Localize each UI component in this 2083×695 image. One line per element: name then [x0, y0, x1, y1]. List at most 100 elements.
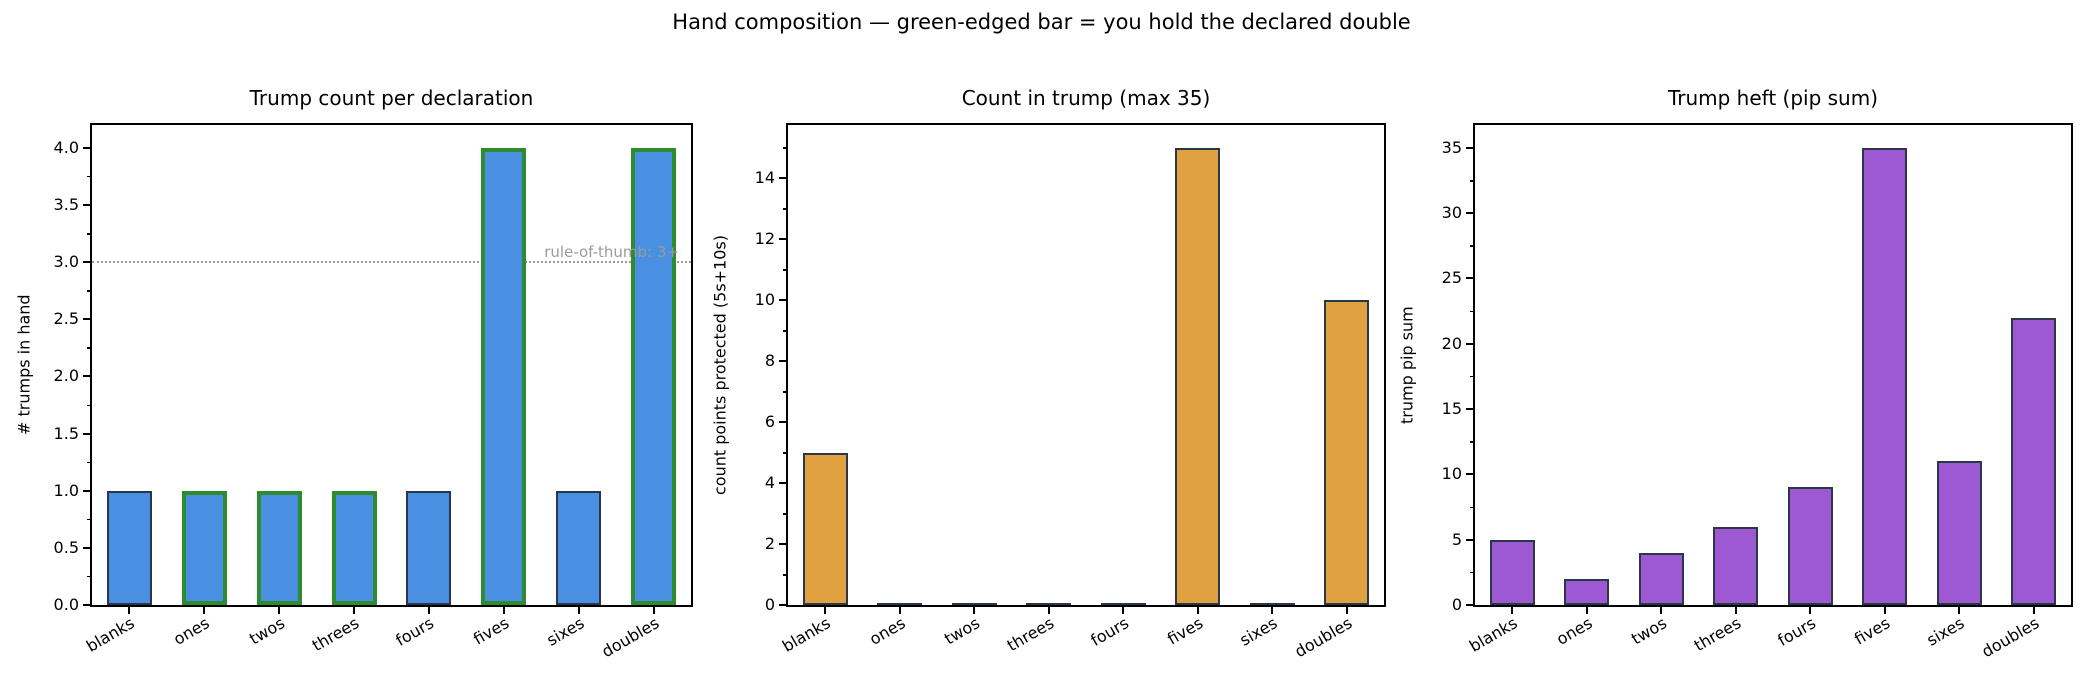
bar-twos — [951, 603, 997, 605]
y-tick-major — [1466, 146, 1475, 149]
y-tick-major — [779, 604, 788, 606]
y-tick-major — [83, 604, 92, 606]
guide-line — [92, 261, 691, 264]
x-tick-label-twos: twos — [245, 613, 288, 649]
y-tick-label: 10 — [1441, 464, 1462, 484]
x-tick-label-blanks: blanks — [1466, 613, 1521, 656]
y-tick-major — [779, 482, 788, 485]
x-tick — [502, 605, 505, 614]
bar-fives — [481, 147, 527, 605]
bar-doubles — [2011, 317, 2057, 605]
x-tick — [824, 605, 827, 614]
bar-threes — [1713, 526, 1759, 605]
y-tick-label: 3.0 — [53, 252, 79, 272]
x-tick — [1196, 605, 1199, 614]
y-tick-label: 5 — [1451, 529, 1462, 549]
y-tick-major — [83, 204, 92, 206]
x-tick-label-twos: twos — [940, 613, 983, 649]
y-tick-minor — [1470, 571, 1475, 574]
bar-ones — [1564, 578, 1610, 605]
y-tick-minor — [1470, 245, 1475, 247]
x-tick — [1585, 605, 1588, 614]
bar-fours — [406, 490, 452, 605]
y-tick-label: 6 — [764, 412, 775, 432]
y-tick-minor — [783, 208, 788, 210]
y-tick-minor — [87, 290, 92, 292]
y-tick-label: 14 — [754, 168, 775, 188]
x-tick — [2032, 605, 2035, 614]
x-tick-label-threes: threes — [1690, 613, 1745, 656]
x-tick-label-sixes: sixes — [1236, 613, 1281, 650]
y-tick-label: 1.5 — [53, 423, 79, 443]
y-tick-minor — [783, 391, 788, 393]
y-tick-major — [83, 261, 92, 264]
bar-threes — [1026, 603, 1072, 605]
chart-title-pip-sum: Trump heft (pip sum) — [1667, 86, 1879, 110]
y-tick-major — [1466, 604, 1475, 606]
x-tick — [577, 605, 580, 614]
y-tick-label: 12 — [754, 229, 775, 249]
y-tick-minor — [783, 452, 788, 454]
y-tick-minor — [783, 574, 788, 576]
bar-doubles — [631, 147, 677, 605]
x-tick-label-fives: fives — [470, 613, 513, 649]
y-tick-minor — [87, 575, 92, 578]
y-tick-minor — [783, 269, 788, 271]
chart-pip-sum: Trump heft (pip sum) trump pip sum 0 5 10 1… — [1398, 0, 2073, 695]
y-tick-major — [779, 421, 788, 424]
x-tick — [1883, 605, 1886, 614]
y-tick-major — [1466, 342, 1475, 345]
y-tick-major — [1466, 277, 1475, 280]
y-tick-major — [83, 375, 92, 378]
plot-area-count-points: 0 2 4 6 8 10 12 14 blanks ones twos threes fours five… — [755, 123, 1386, 661]
bar-fours — [1100, 603, 1146, 605]
x-tick-label-blanks: blanks — [83, 613, 138, 656]
bar-blanks — [802, 452, 848, 605]
bar-twos — [256, 490, 302, 605]
guide-line-label: rule-of-thumb: 3+ — [544, 243, 679, 262]
chart-title-count-points: Count in trump (max 35) — [961, 86, 1211, 110]
bar-blanks — [106, 490, 152, 605]
x-tick-label-threes: threes — [1003, 613, 1058, 656]
y-tick-label: 0.0 — [53, 595, 79, 614]
y-tick-major — [83, 318, 92, 321]
bar-sixes — [556, 490, 602, 605]
y-tick-label: 1.0 — [53, 480, 79, 500]
y-tick-major — [83, 546, 92, 549]
x-tick — [1660, 605, 1663, 614]
bar-blanks — [1489, 539, 1535, 605]
bar-fives — [1175, 147, 1221, 605]
figure-suptitle: Hand composition — green-edged bar = you… — [672, 10, 1411, 34]
y-tick-label: 8 — [764, 351, 775, 371]
x-tick-label-fives: fives — [1851, 613, 1894, 649]
y-tick-label: 30 — [1441, 203, 1462, 223]
y-tick-major — [1466, 408, 1475, 411]
y-tick-label: 2.5 — [53, 309, 79, 329]
x-tick — [1047, 605, 1050, 614]
y-tick-minor — [87, 233, 92, 235]
y-tick-label: 0.5 — [53, 537, 79, 557]
y-tick-major — [779, 177, 788, 180]
plot-area-trump-count: 0.0 0.5 1.0 1.5 2.0 2.5 3.0 3.5 4.0 blanks ones two… — [54, 123, 693, 661]
y-tick-label: 2.0 — [53, 366, 79, 386]
bar-fours — [1787, 487, 1833, 605]
y-tick-label: 2 — [764, 534, 775, 554]
chart-title-trump-count: Trump count per declaration — [249, 86, 534, 110]
x-tick-label-sixes: sixes — [1923, 613, 1968, 650]
x-tick-label-sixes: sixes — [543, 613, 588, 650]
y-tick-minor — [1470, 180, 1475, 182]
x-tick-label-ones: ones — [170, 613, 213, 649]
y-tick-minor — [1470, 441, 1475, 443]
y-tick-minor — [1470, 375, 1475, 378]
y-tick-minor — [87, 461, 92, 464]
bar-ones — [877, 603, 923, 605]
x-tick-label-ones: ones — [1552, 613, 1596, 649]
y-tick-minor — [783, 513, 788, 515]
y-tick-label: 15 — [1441, 399, 1462, 419]
x-tick — [1734, 605, 1737, 614]
y-axis-label-pip-sum: trump pip sum — [1397, 306, 1417, 424]
x-tick-label-fours: fours — [1087, 613, 1132, 650]
y-tick-major — [779, 238, 788, 241]
y-tick-label: 4.0 — [53, 137, 79, 157]
x-tick — [203, 605, 206, 614]
